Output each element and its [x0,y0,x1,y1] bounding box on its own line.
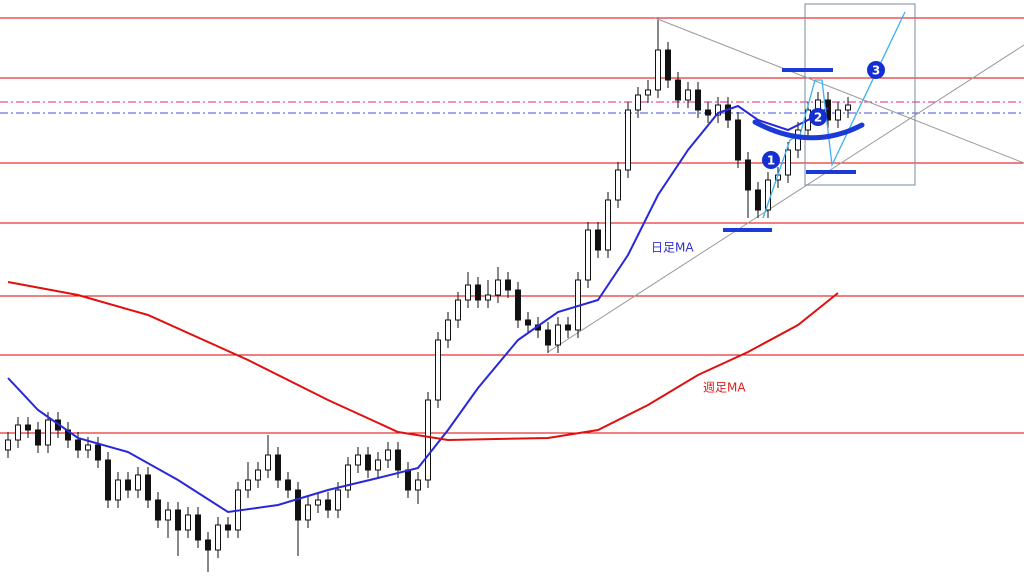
candle-body [325,499,331,511]
candle-body [465,284,471,301]
annotations: 日足MA 週足MA 1 2 3 [651,11,906,395]
drawings [547,3,1024,353]
marker-circle [867,61,885,79]
candle-body [445,319,451,341]
candle-body [355,454,361,466]
ma-label: 日足MA [651,241,694,255]
candle-body [305,504,311,521]
marker-circle [762,151,780,169]
ma-line [7,281,839,442]
candle-body [675,79,681,101]
candle-body [585,229,591,281]
candle-body [725,104,731,121]
marker-label: 1 [767,154,775,168]
candle-body [405,469,411,491]
candle-body [735,119,741,161]
trend-line [547,44,1024,353]
candle-body [395,449,401,471]
candle-body [35,429,41,446]
candle-body [75,439,81,451]
candle-body [45,419,51,446]
candle-body [715,104,721,116]
candle-body [205,539,211,551]
candle-body [185,514,191,531]
candle-body [615,169,621,201]
candle-body [785,149,791,176]
candle-body [545,329,551,346]
levels [0,17,1024,434]
candle-body [635,94,641,111]
candle-body [505,279,511,291]
trend-line [654,17,1024,164]
candle-body [625,109,631,171]
candle-body [415,479,421,491]
candle-body [95,444,101,461]
candle-body [145,474,151,501]
candle-body [755,189,761,211]
candle-body [795,129,801,151]
candle-body [515,289,521,321]
candle-body [125,479,131,491]
candle-body [345,464,351,491]
candle-body [595,229,601,251]
candle-body [645,89,651,96]
candle-body [435,339,441,401]
candle-body [845,104,851,111]
candle-body [475,284,481,301]
candle-body [105,459,111,501]
candle-body [155,499,161,521]
candle-body [555,324,561,346]
marker-label: 3 [872,64,880,78]
candle-body [485,294,491,301]
candle-body [695,89,701,111]
candle-body [335,489,341,511]
candle-body [525,319,531,326]
candle-body [745,159,751,191]
moving-averages [7,104,839,514]
candle-body [165,509,171,521]
ma-label: 週足MA [703,381,746,395]
candle-body [15,424,21,441]
projection-line [762,11,906,219]
candle-body [245,479,251,491]
ma-line [7,104,829,514]
marker-circle [809,108,827,126]
candle-body [835,109,841,121]
candle-body [385,449,391,461]
candle-body [285,479,291,491]
candle-body [225,524,231,531]
cup-curve [752,119,865,141]
candle-body [295,489,301,521]
candle-body [215,524,221,551]
candle-body [685,89,691,101]
candle-body [195,514,201,541]
candle-body [425,399,431,481]
candle-body [605,199,611,251]
candle-body [455,299,461,321]
candle-body [5,439,11,451]
candle-body [375,459,381,471]
candle-body [255,469,261,481]
candle-body [115,479,121,501]
marker-label: 2 [814,111,822,125]
candle-body [85,444,91,451]
candle-body [315,499,321,506]
candle-body [495,279,501,296]
candle-body [565,324,571,331]
candle-body [265,454,271,471]
focus-box [804,3,916,186]
candle-body [135,474,141,491]
candle-body [175,509,181,531]
candles [5,20,851,572]
candle-body [665,49,671,81]
candle-body [705,109,711,116]
candle-body [365,454,371,471]
candle-body [275,454,281,481]
candle-body [25,424,31,431]
candle-body [655,49,661,91]
